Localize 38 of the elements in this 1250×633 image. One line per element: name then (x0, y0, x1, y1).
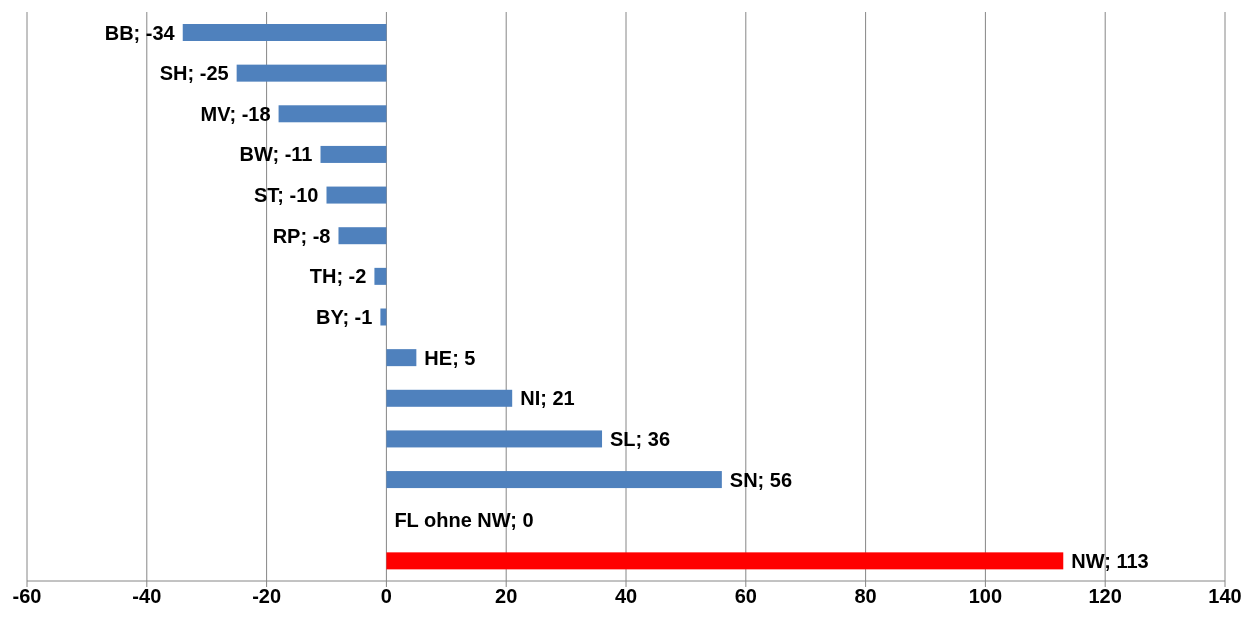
bar (386, 471, 722, 489)
x-tick-label: 80 (854, 585, 877, 608)
bar (278, 105, 387, 123)
bar (182, 24, 387, 41)
x-tick-label: 0 (380, 585, 392, 608)
bar (374, 267, 387, 285)
data-label: NW; 113 (1071, 549, 1149, 572)
x-tick-label: 140 (1208, 585, 1242, 608)
data-label: RP; -8 (272, 224, 331, 247)
data-label: NI; 21 (520, 387, 575, 410)
x-tick-label: -40 (132, 585, 162, 608)
data-label: ST; -10 (254, 184, 319, 207)
x-tick-label: 40 (614, 585, 638, 608)
x-tick-label: 120 (1088, 585, 1122, 608)
bar (236, 64, 387, 82)
data-label: BB; -34 (104, 21, 176, 44)
data-label: SL; 36 (610, 427, 671, 450)
data-label: MV; -18 (200, 102, 271, 125)
bar (386, 430, 603, 448)
bar (380, 308, 387, 326)
bar (338, 227, 387, 245)
data-label: BY; -1 (316, 306, 373, 328)
bar (386, 552, 1064, 570)
data-label: TH; -2 (309, 265, 367, 288)
x-tick-label: -60 (12, 585, 42, 608)
x-tick-label: 100 (968, 585, 1003, 608)
data-label: BW; -11 (239, 143, 313, 166)
data-label: FL ohne NW; 0 (394, 509, 534, 532)
x-tick-label: -20 (252, 585, 282, 608)
x-tick-label: 20 (495, 585, 518, 608)
data-label: SN; 56 (729, 468, 793, 491)
data-label: SH; -25 (159, 62, 229, 85)
bar (320, 145, 387, 163)
data-label: HE; 5 (424, 346, 476, 369)
bar (386, 349, 417, 367)
x-tick-label: 60 (734, 585, 757, 608)
bar (326, 186, 387, 204)
bar (386, 389, 513, 407)
